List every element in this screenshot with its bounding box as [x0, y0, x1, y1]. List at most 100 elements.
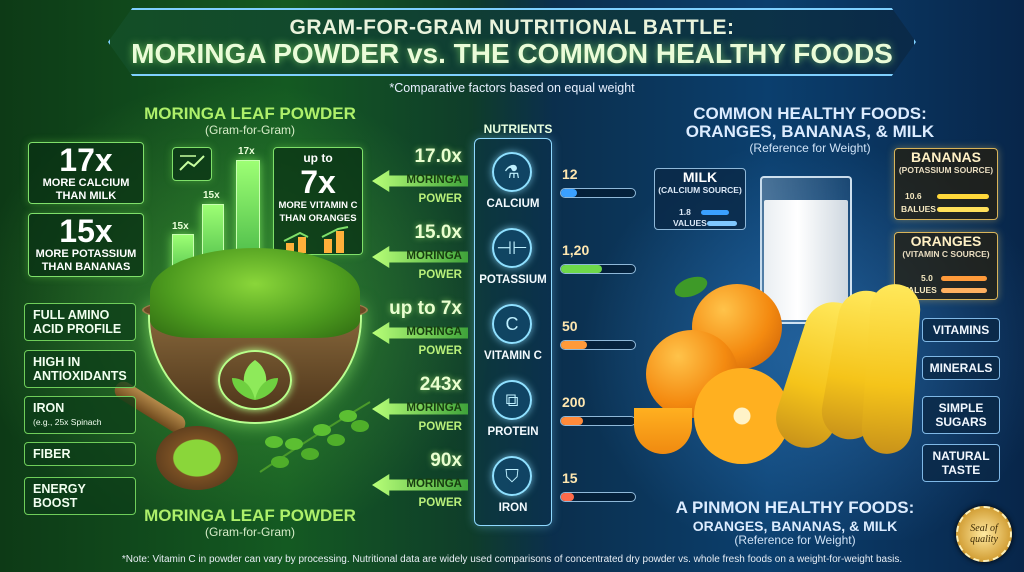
- pill-fiber: FIBER: [24, 442, 136, 466]
- reference-value: 1,20: [562, 242, 590, 258]
- pill-amino-line1: FULL AMINO: [33, 308, 110, 322]
- oranges-title: ORANGES: [910, 233, 982, 249]
- milk-card: MILK (CALCIUM SOURCE) 1.8 VALUES: [654, 168, 746, 230]
- right-bottom-line1: A PINMON HEALTHY FOODS:: [675, 498, 915, 517]
- pill-vitamins-line1: VITAMINS: [932, 323, 990, 337]
- right-bottom-line2: ORANGES, BANANAS, & MILK: [692, 518, 898, 534]
- bananas-card: BANANAS (POTASSIUM SOURCE) 10.6 BALUES: [894, 148, 998, 220]
- milk-title: MILK: [682, 169, 718, 185]
- arrow-left-icon: [372, 322, 468, 344]
- bananas-v2: BALUES: [901, 204, 936, 214]
- title-banner: [108, 8, 916, 76]
- nutrient-label: PROTEIN: [487, 426, 539, 438]
- moringa-label: MORINGA: [406, 478, 462, 490]
- multiplier: 17.0x: [414, 146, 462, 167]
- pill-minerals: MINERALS: [922, 356, 1000, 380]
- flask-icon: ⚗: [492, 152, 532, 192]
- moringa-powder: [150, 248, 360, 338]
- left-bottom-sub: (Gram-for-Gram): [205, 525, 295, 539]
- arrow-left-icon: [372, 474, 468, 496]
- nutrient-label: IRON: [498, 502, 528, 514]
- potassium-line1: MORE POTASSIUM: [35, 248, 137, 260]
- pill-taste-line1: NATURAL: [932, 449, 990, 463]
- moringa-label: MORINGA: [406, 326, 462, 338]
- right-heading-sub: (Reference for Weight): [749, 141, 871, 155]
- shield-icon: ⛉: [492, 456, 532, 496]
- moringa-label: MORINGA: [406, 402, 462, 414]
- multiplier: 90x: [430, 450, 462, 471]
- milk-v2: VALUES: [673, 218, 707, 228]
- left-heading: MORINGA LEAF POWDER: [144, 104, 356, 123]
- pill-amino: FULL AMINO ACID PROFILE: [24, 303, 136, 341]
- pill-antioxidants: HIGH IN ANTIOXIDANTS: [24, 350, 136, 388]
- power-label: POWER: [418, 193, 462, 205]
- pill-antioxidants-line2: ANTIOXIDANTS: [33, 369, 127, 383]
- vitamin-c-card: up to 7x MORE VITAMIN C THAN ORANGES: [273, 147, 363, 255]
- dumbbell-icon: ⊣⊢: [492, 228, 532, 268]
- trend-chart-icon: [179, 155, 205, 171]
- arrow-left-icon: [372, 246, 468, 268]
- orange-wedge: [634, 408, 692, 454]
- oranges-bar-1: [941, 276, 987, 281]
- value-track: [560, 492, 636, 502]
- moringa-label: MORINGA: [406, 250, 462, 262]
- pill-taste: NATURAL TASTE: [922, 444, 1000, 482]
- bar-label-2: 15x: [203, 190, 220, 201]
- moringa-label: MORINGA: [406, 174, 462, 186]
- nutrient-label: VITAMIN C: [484, 350, 542, 362]
- orange-slice: [694, 368, 790, 464]
- pill-vitamins: VITAMINS: [922, 318, 1000, 342]
- seal-line1: Seal of: [970, 523, 998, 534]
- reference-value: 12: [562, 166, 578, 182]
- quality-seal: Seal of quality: [956, 506, 1012, 562]
- pill-sugars-line2: SUGARS: [935, 415, 987, 429]
- bananas-title: BANANAS: [911, 149, 981, 165]
- bananas-bar-1: [937, 194, 989, 199]
- value-track: [560, 416, 636, 426]
- vitc-line1: MORE VITAMIN C: [278, 200, 358, 211]
- calcium-line2: THAN MILK: [55, 190, 117, 202]
- pill-taste-line2: TASTE: [941, 463, 981, 477]
- reference-value: 15: [562, 470, 578, 486]
- bar-label-3: 17x: [238, 146, 255, 157]
- pill-minerals-line1: MINERALS: [929, 361, 993, 375]
- multiplier: 243x: [419, 374, 462, 395]
- oranges-bar-2: [941, 288, 987, 293]
- nutrients-header: NUTRIENTS: [483, 122, 553, 136]
- right-bottom-sub: (Reference for Weight): [734, 533, 856, 547]
- oranges-card: ORANGES (VITAMIN C SOURCE) 5.0 VALUES: [894, 232, 998, 300]
- value-fill: [561, 189, 578, 197]
- reference-value: 50: [562, 318, 578, 334]
- potassium-multiplier: 15x: [59, 213, 113, 249]
- left-heading-sub: (Gram-for-Gram): [205, 123, 295, 137]
- power-label: POWER: [418, 497, 462, 509]
- pill-sugars: SIMPLE SUGARS: [922, 396, 1000, 434]
- right-heading-line2: ORANGES, BANANAS, & MILK: [685, 122, 935, 141]
- calcium-multiplier: 17x: [59, 142, 113, 178]
- pill-sugars-line1: SIMPLE: [938, 401, 984, 415]
- value-fill: [561, 265, 602, 273]
- nutrient-label: CALCIUM: [486, 198, 540, 210]
- leaf-emblem-icon: [218, 350, 292, 410]
- milk: [764, 200, 848, 320]
- oranges-v1: 5.0: [921, 273, 933, 283]
- value-fill: [561, 493, 575, 501]
- pill-energy-line1: ENERGY BOOST: [33, 482, 86, 510]
- value-track: [560, 264, 636, 274]
- milk-bar-1: [701, 210, 729, 215]
- right-heading-line1: COMMON HEALTHY FOODS:: [693, 104, 927, 123]
- multiplier: up to 7x: [389, 298, 462, 319]
- left-bottom-heading: MORINGA LEAF POWDER: [144, 506, 356, 525]
- arrow-left-icon: [372, 398, 468, 420]
- vitamin-c-icon: C: [492, 304, 532, 344]
- milk-bar-2: [707, 221, 737, 226]
- pill-antioxidants-line1: HIGH IN: [33, 355, 81, 369]
- bananas-bar-2: [937, 207, 989, 212]
- protein-icon: ⧉: [492, 380, 532, 420]
- arrow-left-icon: [372, 170, 468, 192]
- pill-energy: ENERGY BOOST: [24, 477, 136, 515]
- vitc-multiplier: 7x: [300, 164, 336, 200]
- subtitle: *Comparative factors based on equal weig…: [389, 81, 635, 95]
- power-label: POWER: [418, 345, 462, 357]
- footnote: *Note: Vitamin C in powder can vary by p…: [121, 554, 903, 565]
